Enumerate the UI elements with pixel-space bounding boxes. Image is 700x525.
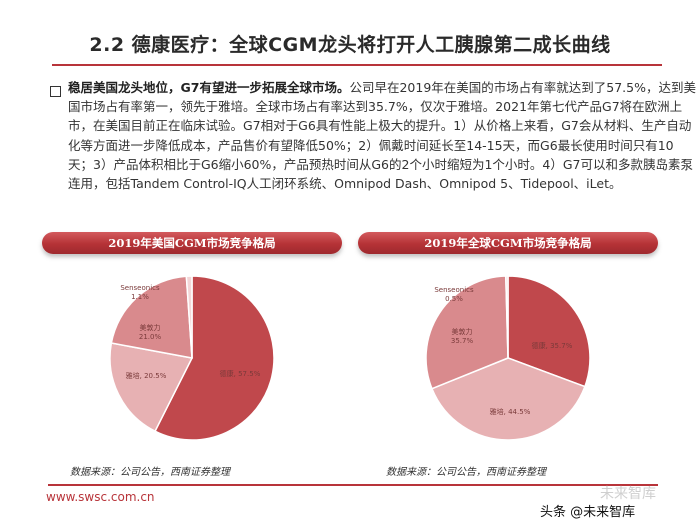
pie-label-德康: 德康, 35.7% bbox=[532, 341, 573, 350]
pie-slice-Senseonics bbox=[505, 275, 509, 359]
pie-slice-德康 bbox=[154, 275, 275, 441]
pie-label-Senseonics: Senseonics bbox=[120, 284, 160, 292]
body-paragraph: 稳居美国龙头地位，G7有望进一步拓展全球市场。公司早在2019年在美国的市场占有… bbox=[68, 78, 698, 193]
pie-slice-雅培 bbox=[109, 342, 194, 433]
pie-label-美敦力: 35.7% bbox=[451, 337, 474, 345]
title-divider bbox=[52, 64, 662, 66]
pie-slice-德康 bbox=[507, 275, 591, 388]
pie-slice-美敦力 bbox=[110, 275, 193, 359]
pie-label-美敦力: 美敦力 bbox=[140, 323, 161, 332]
chart-title-us: 2019年美国CGM市场竞争格局 bbox=[42, 232, 342, 254]
chart-title-global: 2019年全球CGM市场竞争格局 bbox=[358, 232, 658, 254]
body-lead: 稳居美国龙头地位，G7有望进一步拓展全球市场。 bbox=[68, 80, 350, 95]
pie-slice-美敦力 bbox=[425, 275, 509, 390]
pie-label-Senseonics: 1.1% bbox=[131, 293, 149, 301]
watermark: 头条 @未来智库 bbox=[540, 505, 636, 520]
pie-label-美敦力: 美敦力 bbox=[452, 327, 473, 336]
page-title: 2.2 德康医疗：全球CGM龙头将打开人工胰腺第二成长曲线 bbox=[89, 34, 611, 56]
pie-label-Senseonics: 0.5% bbox=[445, 295, 463, 303]
pie-slice-Senseonics bbox=[185, 275, 193, 359]
source-note-right: 数据来源：公司公告，西南证券整理 bbox=[386, 467, 546, 478]
source-note-left: 数据来源：公司公告，西南证券整理 bbox=[70, 467, 230, 478]
footer-divider bbox=[48, 484, 658, 486]
pie-label-雅培: 雅培, 44.5% bbox=[490, 407, 531, 416]
body-text: 公司早在2019年在美国的市场占有率就达到了57.5%，达到美国市场占有率第一，… bbox=[68, 80, 696, 192]
footer-url: www.swsc.com.cn bbox=[46, 490, 155, 504]
pie-label-美敦力: 21.0% bbox=[139, 333, 162, 341]
pie-slice-雅培 bbox=[430, 357, 586, 441]
watermark-light: 未来智库 bbox=[600, 486, 656, 502]
pie-label-Senseonics: Senseonics bbox=[434, 286, 474, 294]
pie-label-德康: 德康, 57.5% bbox=[220, 369, 261, 378]
pie-label-雅培: 雅培, 20.5% bbox=[126, 371, 167, 380]
checkbox-bullet-icon bbox=[50, 86, 61, 97]
